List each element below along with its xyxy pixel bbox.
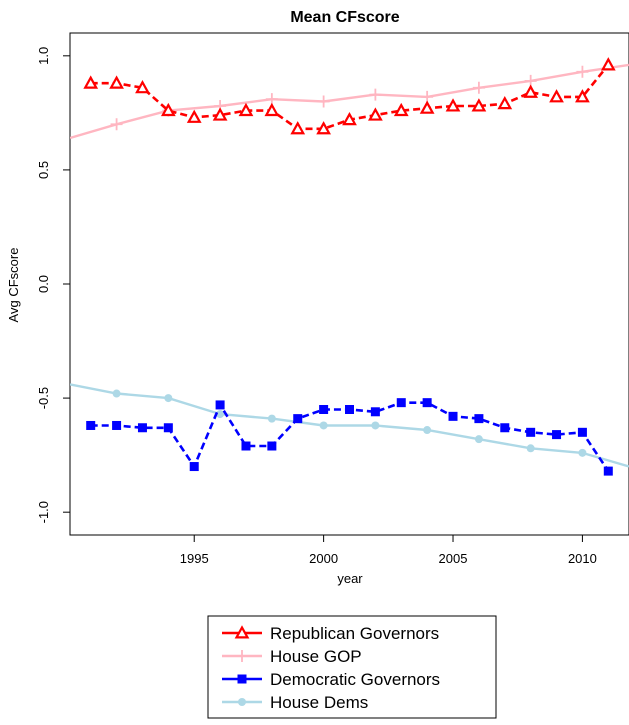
- x-tick-label: 2010: [568, 551, 597, 566]
- data-point: [368, 107, 383, 121]
- data-point: [600, 57, 616, 71]
- data-point: [160, 102, 176, 117]
- data-point: [109, 75, 124, 89]
- legend-item: House Dems: [222, 693, 368, 712]
- data-point: [317, 95, 330, 108]
- data-point: [215, 400, 225, 410]
- series-line: [70, 383, 629, 468]
- legend-marker: [234, 625, 250, 639]
- data-point: [549, 89, 564, 103]
- data-point: [471, 98, 487, 112]
- data-point: [474, 435, 483, 444]
- legend-marker: [238, 698, 246, 706]
- data-point: [576, 65, 589, 78]
- data-point: [419, 100, 435, 114]
- legend-item: Republican Governors: [222, 624, 439, 643]
- data-point: [135, 79, 150, 94]
- series-layer: [70, 57, 629, 476]
- data-point: [445, 98, 461, 112]
- series-house-gop: [70, 63, 629, 140]
- data-point: [290, 121, 306, 135]
- data-point: [110, 118, 123, 131]
- legend-marker: [236, 650, 248, 662]
- data-point: [86, 420, 96, 430]
- data-point: [396, 398, 406, 408]
- legend-item: House GOP: [222, 647, 362, 666]
- y-tick-label: -1.0: [36, 501, 51, 523]
- y-tick-label: 1.0: [36, 47, 51, 65]
- legend-label: House GOP: [270, 647, 362, 666]
- data-point: [474, 414, 484, 424]
- data-point: [423, 426, 432, 435]
- data-point: [316, 121, 331, 135]
- plot-area: [69, 32, 629, 536]
- data-point: [241, 441, 251, 451]
- data-point: [267, 414, 276, 423]
- data-point: [212, 107, 228, 121]
- data-point: [472, 81, 485, 94]
- data-point: [163, 423, 173, 433]
- legend-label: Democratic Governors: [270, 670, 440, 689]
- legend-marker: [237, 674, 247, 684]
- legend-label: House Dems: [270, 693, 368, 712]
- data-point: [578, 448, 587, 457]
- data-point: [448, 411, 458, 421]
- data-point: [552, 430, 562, 440]
- data-point: [238, 102, 254, 117]
- x-axis: 1995 2000 2005 2010: [180, 535, 597, 566]
- data-point: [369, 88, 382, 101]
- data-point: [293, 414, 303, 424]
- data-point: [319, 421, 328, 430]
- y-tick-label: 0.5: [36, 161, 51, 179]
- data-point: [345, 405, 354, 414]
- legend-label: Republican Governors: [270, 624, 439, 643]
- data-point: [267, 441, 277, 451]
- y-tick-label: -0.5: [36, 387, 51, 409]
- data-point: [523, 84, 539, 98]
- x-axis-label: year: [337, 571, 363, 586]
- data-point: [319, 405, 329, 414]
- data-point: [216, 410, 225, 419]
- data-point: [83, 75, 99, 89]
- data-point: [577, 427, 587, 437]
- y-axis-label: Avg CFscore: [6, 248, 21, 323]
- data-point: [370, 407, 380, 417]
- chart-title: Mean CFscore: [290, 9, 399, 26]
- data-point: [603, 466, 613, 476]
- data-point: [186, 109, 202, 123]
- series-republican-governors: [83, 57, 616, 135]
- x-tick-label: 2000: [309, 551, 338, 566]
- data-point: [500, 423, 510, 433]
- series-house-dems: [70, 383, 629, 468]
- data-point: [164, 394, 173, 403]
- x-tick-label: 2005: [439, 551, 468, 566]
- series-democratic-governors: [86, 398, 613, 476]
- data-point: [342, 111, 357, 126]
- plot-frame: [69, 32, 629, 536]
- y-axis: 1.0 0.5 0.0 -0.5 -1.0: [36, 47, 70, 523]
- data-point: [526, 427, 536, 437]
- data-point: [112, 420, 122, 430]
- data-point: [112, 389, 121, 398]
- x-tick-label: 1995: [180, 551, 209, 566]
- data-point: [137, 423, 147, 433]
- data-point: [497, 95, 513, 110]
- data-point: [189, 462, 199, 472]
- data-point: [526, 444, 535, 453]
- data-point: [264, 102, 280, 117]
- data-point: [371, 421, 380, 430]
- legend-item: Democratic Governors: [222, 670, 440, 689]
- data-point: [422, 398, 432, 408]
- y-tick-label: 0.0: [36, 275, 51, 293]
- series-line: [70, 63, 629, 140]
- data-point: [393, 102, 409, 117]
- data-point: [575, 89, 590, 103]
- legend: Republican Governors House GOP Democratic …: [207, 615, 497, 719]
